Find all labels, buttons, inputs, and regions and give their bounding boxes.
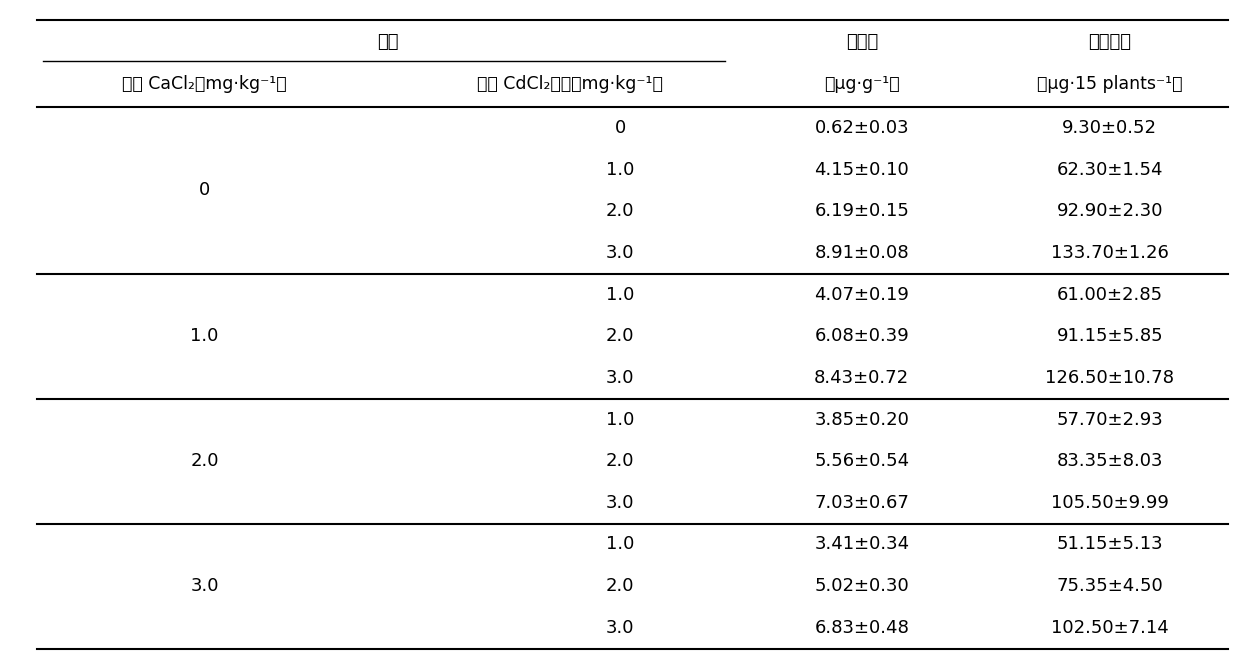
Text: 3.85±0.20: 3.85±0.20: [815, 411, 909, 428]
Text: 2.0: 2.0: [191, 452, 218, 470]
Text: 6.08±0.39: 6.08±0.39: [815, 327, 909, 345]
Text: 62.30±1.54: 62.30±1.54: [1056, 161, 1163, 178]
Text: 2.0: 2.0: [606, 202, 634, 220]
Text: 126.50±10.78: 126.50±10.78: [1045, 369, 1174, 387]
Text: 1.0: 1.0: [606, 286, 634, 303]
Text: 3.41±0.34: 3.41±0.34: [815, 536, 909, 553]
Text: （μg·15 plants⁻¹）: （μg·15 plants⁻¹）: [1037, 75, 1183, 93]
Text: 饕含量: 饕含量: [846, 33, 878, 51]
Text: 4.15±0.10: 4.15±0.10: [815, 161, 909, 178]
Text: 3.0: 3.0: [606, 369, 634, 387]
Text: 1.0: 1.0: [191, 327, 218, 345]
Text: 2.0: 2.0: [606, 452, 634, 470]
Text: 2.0: 2.0: [606, 577, 634, 595]
Text: 0: 0: [614, 119, 626, 137]
Text: 9.30±0.52: 9.30±0.52: [1063, 119, 1157, 137]
Text: 3.0: 3.0: [606, 619, 634, 637]
Text: 83.35±8.03: 83.35±8.03: [1056, 452, 1163, 470]
Text: 102.50±7.14: 102.50±7.14: [1052, 619, 1168, 637]
Text: 土壤 CdCl₂含量（mg·kg⁻¹）: 土壤 CdCl₂含量（mg·kg⁻¹）: [477, 75, 663, 93]
Text: 1.0: 1.0: [606, 161, 634, 178]
Text: 91.15±5.85: 91.15±5.85: [1056, 327, 1163, 345]
Text: 0.62±0.03: 0.62±0.03: [815, 119, 909, 137]
Text: 0: 0: [198, 182, 211, 199]
Text: 61.00±2.85: 61.00±2.85: [1056, 286, 1163, 303]
Text: 2.0: 2.0: [606, 327, 634, 345]
Text: 3.0: 3.0: [191, 577, 218, 595]
Text: 1.0: 1.0: [606, 411, 634, 428]
Text: （μg·g⁻¹）: （μg·g⁻¹）: [825, 75, 899, 93]
Text: 3.0: 3.0: [606, 244, 634, 262]
Text: 133.70±1.26: 133.70±1.26: [1050, 244, 1169, 262]
Text: 5.02±0.30: 5.02±0.30: [815, 577, 909, 595]
Text: 7.03±0.67: 7.03±0.67: [815, 494, 909, 512]
Text: 57.70±2.93: 57.70±2.93: [1056, 411, 1163, 428]
Text: 处理: 处理: [377, 33, 398, 51]
Text: 92.90±2.30: 92.90±2.30: [1056, 202, 1163, 220]
Text: 8.43±0.72: 8.43±0.72: [815, 369, 909, 387]
Text: 6.19±0.15: 6.19±0.15: [815, 202, 909, 220]
Text: 75.35±4.50: 75.35±4.50: [1056, 577, 1163, 595]
Text: 4.07±0.19: 4.07±0.19: [815, 286, 909, 303]
Text: 8.91±0.08: 8.91±0.08: [815, 244, 909, 262]
Text: 1.0: 1.0: [606, 536, 634, 553]
Text: 土施 CaCl₂（mg·kg⁻¹）: 土施 CaCl₂（mg·kg⁻¹）: [123, 75, 286, 93]
Text: 51.15±5.13: 51.15±5.13: [1056, 536, 1163, 553]
Text: 6.83±0.48: 6.83±0.48: [815, 619, 909, 637]
Text: 饕积累量: 饕积累量: [1089, 33, 1131, 51]
Text: 105.50±9.99: 105.50±9.99: [1050, 494, 1169, 512]
Text: 3.0: 3.0: [606, 494, 634, 512]
Text: 5.56±0.54: 5.56±0.54: [815, 452, 909, 470]
